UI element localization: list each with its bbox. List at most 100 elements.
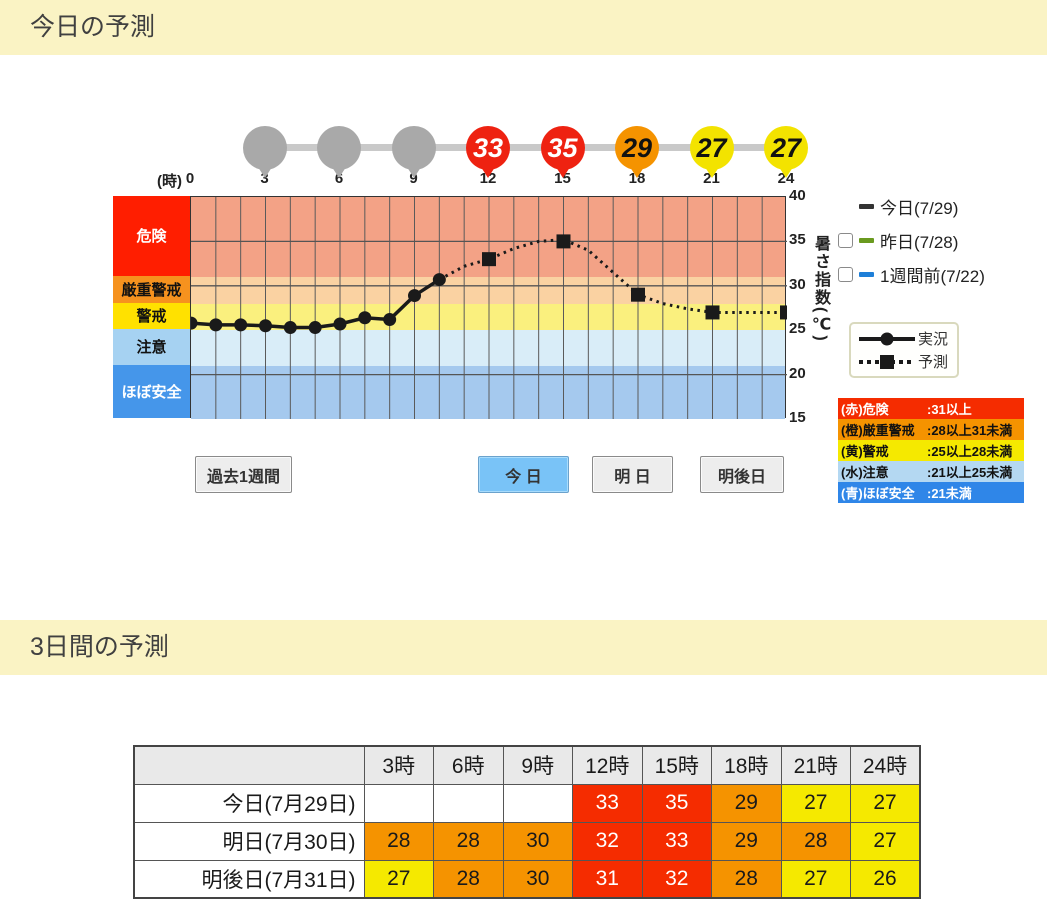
scale-legend-range: :28以上31未満 bbox=[927, 423, 1013, 438]
balloon-15h: 35 bbox=[540, 126, 585, 170]
forecast-cell-r1c5: 29 bbox=[711, 821, 782, 861]
forecast-table-header: 3時 6時 9時 12時 15時 18時 21時 24時 bbox=[133, 745, 921, 785]
scale-legend-row-0: (赤)危険:31以上 bbox=[838, 398, 1024, 419]
forecast-cell-r1c2: 30 bbox=[502, 821, 573, 861]
forecast-cell-r1c0: 28 bbox=[363, 821, 434, 861]
table-row-2: 明後日(7月31日) 27 28 30 31 32 28 27 26 bbox=[133, 859, 921, 899]
row-label-2: 明後日(7月31日) bbox=[133, 859, 365, 899]
day-series-legend: 今日(7/29) 昨日(7/28) 1週間前(7/22) bbox=[838, 195, 985, 286]
row-label-1: 明日(7月30日) bbox=[133, 821, 365, 861]
scale-legend-row-4: (青)ほぼ安全 :21未満 bbox=[838, 482, 1024, 503]
band-label-注意: 注意 bbox=[113, 329, 190, 365]
y-tick-15: 15 bbox=[789, 409, 806, 426]
day-legend-label: 昨日(7/28) bbox=[880, 233, 959, 252]
scale-legend-label: (水)注意 bbox=[841, 465, 889, 480]
line-style-legend: 実況 予測 bbox=[849, 322, 959, 378]
balloon-tail-15h bbox=[555, 167, 570, 178]
table-corner-cell bbox=[133, 745, 365, 785]
scale-legend-row-1: (橙)厳重警戒:28以上31未満 bbox=[838, 419, 1024, 440]
section-title-today-forecast: 今日の予測 bbox=[0, 0, 1047, 55]
y-tick-40: 40 bbox=[789, 187, 806, 204]
forecast-cell-r0c2 bbox=[502, 783, 573, 823]
chart-plot-area bbox=[190, 196, 787, 419]
day-legend-row-0: 今日(7/29) bbox=[838, 195, 985, 218]
scale-legend-row-3: (水)注意:21以上25未満 bbox=[838, 461, 1024, 482]
balloon-12h: 33 bbox=[466, 126, 510, 170]
scale-legend-row-2: (黄)警戒 :25以上28未満 bbox=[838, 440, 1024, 461]
band-label-厳重警戒: 厳重警戒 bbox=[113, 275, 190, 303]
forecast-cell-r2c2: 30 bbox=[502, 859, 573, 899]
forecast-cell-r1c7: 27 bbox=[850, 821, 921, 861]
day-tab-2[interactable]: 明後日 bbox=[700, 456, 784, 493]
day-checkbox-1[interactable] bbox=[838, 233, 853, 248]
observed-legend-row: 実況 bbox=[858, 328, 950, 349]
forecast-legend-row: 予測 bbox=[858, 351, 950, 372]
balloon-tail-6h bbox=[332, 167, 346, 178]
y-axis-title: 暑さ指数(℃) bbox=[812, 235, 829, 343]
day-legend-label: 1週間前(7/22) bbox=[880, 267, 985, 286]
scale-legend-label: (青)ほぼ安全 bbox=[841, 486, 915, 501]
scale-legend-label: (黄)警戒 bbox=[841, 444, 889, 459]
day-legend-label: 今日(7/29) bbox=[880, 199, 959, 218]
forecast-cell-r2c3: 31 bbox=[572, 859, 643, 899]
forecast-cell-r1c3: 32 bbox=[572, 821, 643, 861]
x-tick-0: 0 bbox=[185, 170, 195, 187]
legend-dash-icon bbox=[859, 272, 874, 277]
balloon-9h bbox=[391, 126, 436, 170]
heat-index-scale-legend: (赤)危険:31以上 (橙)厳重警戒:28以上31未満 (黄)警戒 :25以上28未満… bbox=[838, 398, 1024, 503]
col-header-24時: 24時 bbox=[850, 745, 921, 785]
forecast-cell-r2c1: 28 bbox=[433, 859, 504, 899]
dotted-line-square-icon bbox=[859, 354, 915, 369]
table-row-1: 明日(7月30日) 28 28 30 32 33 29 28 27 bbox=[133, 821, 921, 861]
day-legend-row-2: 1週間前(7/22) bbox=[838, 263, 985, 286]
col-header-15時: 15時 bbox=[641, 745, 712, 785]
col-header-12時: 12時 bbox=[572, 745, 643, 785]
day-tab-1[interactable]: 明 日 bbox=[592, 456, 673, 493]
checkbox-slot bbox=[838, 199, 853, 214]
balloon-21h: 27 bbox=[689, 126, 734, 170]
y-tick-35: 35 bbox=[789, 231, 806, 249]
scale-legend-range: :21未満 bbox=[927, 486, 972, 501]
col-header-6時: 6時 bbox=[433, 745, 504, 785]
legend-dash-icon bbox=[859, 238, 874, 243]
checkbox-slot bbox=[838, 233, 853, 248]
balloon-6h bbox=[317, 126, 361, 170]
col-header-21時: 21時 bbox=[780, 745, 851, 785]
day-checkbox-2[interactable] bbox=[838, 267, 853, 282]
scale-legend-label: (赤)危険 bbox=[841, 402, 889, 417]
scale-legend-range: :25以上28未満 bbox=[927, 444, 1013, 459]
forecast-cell-r0c4: 35 bbox=[641, 783, 712, 823]
forecast-cell-r2c7: 26 bbox=[850, 859, 921, 899]
forecast-cell-r2c0: 27 bbox=[363, 859, 434, 899]
balloon-tail-9h bbox=[406, 167, 421, 178]
forecast-cell-r2c6: 27 bbox=[780, 859, 851, 899]
past-week-button[interactable]: 過去1週間 bbox=[195, 456, 292, 493]
observed-label: 実況 bbox=[918, 331, 949, 348]
balloon-18h: 29 bbox=[615, 126, 659, 170]
forecast-cell-r1c4: 33 bbox=[641, 821, 712, 861]
checkbox-slot bbox=[838, 267, 853, 282]
solid-line-circle-icon bbox=[859, 332, 915, 345]
x-axis-unit-label: (時) bbox=[157, 173, 182, 190]
forecast-cell-r0c3: 33 bbox=[572, 783, 643, 823]
table-row-0: 今日(7月29日) 33 35 29 27 27 bbox=[133, 783, 921, 823]
forecast-cell-r0c7: 27 bbox=[850, 783, 921, 823]
balloon-tail-3h bbox=[257, 167, 272, 178]
day-tab-0[interactable]: 今 日 bbox=[478, 456, 569, 493]
col-header-3時: 3時 bbox=[363, 745, 434, 785]
x-tick-6: 6 bbox=[334, 170, 344, 187]
forecast-cell-r2c5: 28 bbox=[711, 859, 782, 899]
balloon-3h bbox=[242, 126, 287, 170]
balloon-tail-12h bbox=[481, 167, 495, 178]
col-header-18時: 18時 bbox=[711, 745, 782, 785]
forecast-cell-r0c0 bbox=[363, 783, 434, 823]
legend-dash-icon bbox=[859, 204, 874, 209]
three-day-forecast-table: 3時 6時 9時 12時 15時 18時 21時 24時 今日(7月29日) 33 35 29 27 2… bbox=[133, 745, 921, 899]
balloon-24h: 27 bbox=[764, 126, 808, 170]
x-tick-9: 9 bbox=[409, 170, 418, 187]
balloon-tail-24h bbox=[779, 167, 793, 178]
forecast-table-body: 今日(7月29日) 33 35 29 27 27 明日(7月30日) 28 28 30 32 33 29… bbox=[133, 783, 921, 899]
band-label-ほぼ安全: ほぼ安全 bbox=[113, 364, 190, 418]
y-tick-30: 30 bbox=[789, 275, 806, 293]
